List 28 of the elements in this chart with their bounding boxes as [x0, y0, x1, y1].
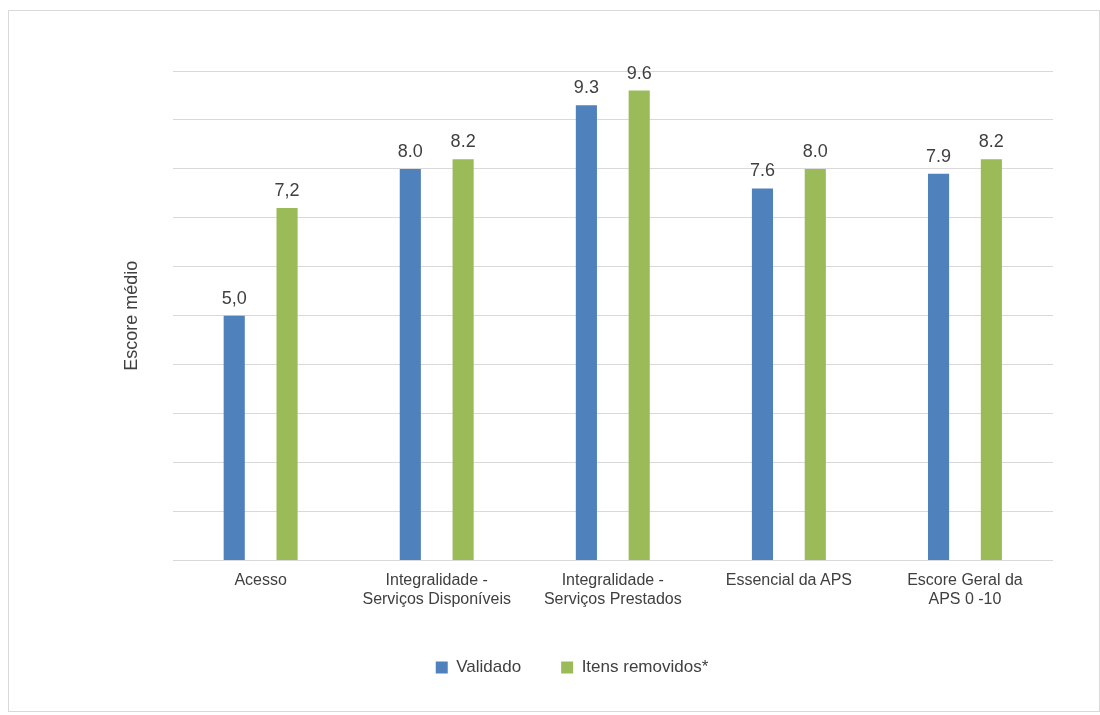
data-label: 8.0 [397, 140, 423, 161]
data-label: 7,2 [274, 180, 300, 201]
y-axis-title: Escore médio [120, 260, 141, 371]
data-label: 8.2 [450, 131, 476, 152]
x-tick-label: Integralidade - Serviços Prestados [543, 570, 682, 607]
bar [804, 168, 826, 561]
bar [276, 208, 298, 561]
bar [628, 90, 650, 561]
data-label: 5,0 [221, 287, 247, 308]
legend-label: Itens removidos* [581, 657, 709, 677]
x-tick-label: Escore Geral da APS 0 -10 [907, 570, 1023, 607]
data-label: 8.0 [802, 140, 828, 161]
x-tick-label: Integralidade - Serviços Disponíveis [362, 570, 511, 607]
bar [751, 188, 774, 561]
bar [223, 315, 245, 561]
data-label: 9.6 [626, 62, 652, 83]
x-tick-label: Acesso [234, 570, 287, 588]
data-label: 7.6 [749, 160, 775, 181]
data-label: 9.3 [573, 77, 599, 98]
x-tick-label: Essencial da APS [725, 570, 853, 588]
bar [927, 173, 950, 561]
bar [575, 105, 597, 561]
bar [399, 168, 421, 561]
data-label: 7.9 [926, 145, 952, 166]
bar [452, 159, 474, 561]
legend-label: Validado [456, 657, 522, 677]
data-label: 8.2 [978, 131, 1004, 152]
bar [980, 159, 1002, 561]
